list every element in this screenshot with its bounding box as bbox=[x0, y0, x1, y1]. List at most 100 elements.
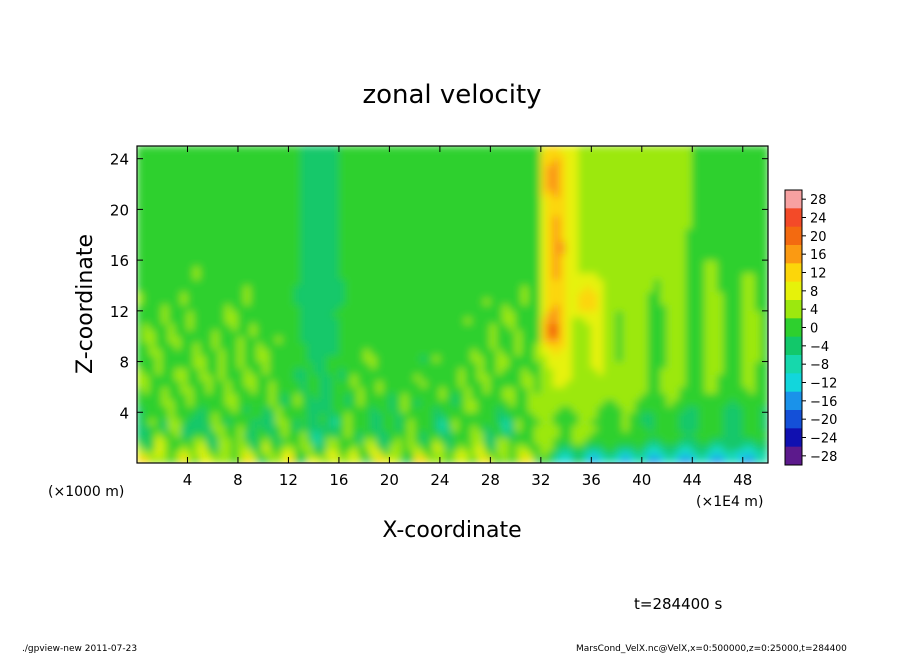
heatmap-cell bbox=[319, 146, 327, 153]
heatmap-cell bbox=[199, 373, 207, 382]
heatmap-cell bbox=[489, 329, 498, 337]
heatmap-cell bbox=[458, 284, 466, 293]
heatmap-cell bbox=[420, 291, 428, 299]
heatmap-cell bbox=[622, 405, 630, 413]
heatmap-cell bbox=[584, 310, 592, 318]
heatmap-cell bbox=[540, 240, 548, 248]
heatmap-cell bbox=[571, 304, 580, 312]
heatmap-cell bbox=[388, 272, 397, 280]
heatmap-cell bbox=[142, 297, 151, 305]
heatmap-cell bbox=[597, 259, 605, 267]
heatmap-cell bbox=[243, 158, 252, 166]
heatmap-cell bbox=[679, 170, 687, 179]
heatmap-cell bbox=[275, 202, 283, 210]
heatmap-cell bbox=[679, 323, 687, 331]
heatmap-cell bbox=[483, 297, 491, 305]
heatmap-cell bbox=[414, 316, 422, 325]
heatmap-cell bbox=[420, 449, 428, 458]
heatmap-cell bbox=[445, 367, 453, 375]
heatmap-cell bbox=[647, 373, 655, 382]
heatmap-cell bbox=[717, 265, 725, 274]
heatmap-cell bbox=[647, 221, 655, 229]
heatmap-cell bbox=[281, 146, 289, 153]
heatmap-cell bbox=[540, 278, 548, 286]
heatmap-cell bbox=[168, 399, 176, 407]
heatmap-cell bbox=[262, 361, 271, 369]
heatmap-cell bbox=[256, 354, 264, 363]
heatmap-cell bbox=[729, 443, 737, 451]
heatmap-cell bbox=[540, 399, 548, 407]
heatmap-cell bbox=[571, 291, 580, 299]
heatmap-cell bbox=[262, 227, 271, 236]
heatmap-cells bbox=[137, 146, 768, 463]
heatmap-cell bbox=[565, 183, 573, 191]
heatmap-cell bbox=[496, 373, 504, 382]
heatmap-cell bbox=[483, 183, 491, 191]
heatmap-cell bbox=[357, 146, 365, 153]
heatmap-cell bbox=[729, 449, 737, 458]
heatmap-cell bbox=[231, 265, 239, 274]
heatmap-cell bbox=[149, 348, 157, 356]
heatmap-cell bbox=[281, 234, 289, 242]
heatmap-cell bbox=[168, 405, 176, 413]
heatmap-cell bbox=[616, 208, 624, 217]
heatmap-cell bbox=[224, 164, 233, 172]
heatmap-cell bbox=[344, 215, 353, 223]
heatmap-cell bbox=[369, 227, 378, 236]
heatmap-cell bbox=[464, 253, 472, 261]
heatmap-cell bbox=[546, 373, 554, 382]
chart-title: zonal velocity bbox=[362, 80, 541, 110]
heatmap-cell bbox=[168, 272, 176, 280]
heatmap-cell bbox=[647, 208, 655, 217]
heatmap-cell bbox=[357, 304, 365, 312]
heatmap-cell bbox=[534, 418, 542, 426]
heatmap-cell bbox=[212, 310, 220, 318]
heatmap-cell bbox=[634, 304, 643, 312]
heatmap-cell bbox=[723, 146, 731, 153]
heatmap-cell bbox=[256, 430, 264, 439]
heatmap-cell bbox=[231, 253, 239, 261]
heatmap-cell bbox=[452, 272, 460, 280]
heatmap-cell bbox=[609, 348, 618, 356]
heatmap-cell bbox=[420, 284, 428, 293]
heatmap-cell bbox=[439, 443, 447, 451]
heatmap-cell bbox=[464, 304, 472, 312]
heatmap-cell bbox=[502, 335, 510, 344]
heatmap-cell bbox=[584, 405, 592, 413]
heatmap-cell bbox=[275, 189, 283, 198]
heatmap-cell bbox=[224, 354, 233, 363]
heatmap-cell bbox=[319, 246, 327, 255]
heatmap-cell bbox=[470, 183, 479, 191]
heatmap-cell bbox=[174, 202, 182, 210]
heatmap-cell bbox=[231, 240, 239, 248]
heatmap-cell bbox=[559, 373, 567, 382]
heatmap-cell bbox=[382, 329, 390, 337]
heatmap-cell bbox=[515, 265, 523, 274]
heatmap-cell bbox=[634, 215, 643, 223]
heatmap-cell bbox=[698, 342, 706, 350]
heatmap-cell bbox=[382, 443, 390, 451]
heatmap-cell bbox=[344, 158, 353, 166]
heatmap-cell bbox=[224, 367, 233, 375]
heatmap-cell bbox=[325, 373, 334, 382]
heatmap-cell bbox=[199, 443, 207, 451]
heatmap-cell bbox=[161, 386, 170, 394]
heatmap-cell bbox=[338, 399, 346, 407]
heatmap-cell bbox=[363, 354, 371, 363]
heatmap-cell bbox=[508, 272, 517, 280]
heatmap-cell bbox=[388, 335, 397, 344]
heatmap-cell bbox=[464, 146, 472, 153]
heatmap-cell bbox=[205, 196, 214, 204]
heatmap-cell bbox=[256, 449, 264, 458]
heatmap-cell bbox=[559, 253, 567, 261]
heatmap-cell bbox=[534, 437, 542, 445]
heatmap-cell bbox=[502, 265, 510, 274]
heatmap-cell bbox=[401, 278, 409, 286]
heatmap-cell bbox=[691, 443, 700, 451]
heatmap-cell bbox=[445, 386, 453, 394]
heatmap-cell bbox=[653, 367, 662, 375]
heatmap-cell bbox=[224, 373, 233, 382]
heatmap-cell bbox=[616, 284, 624, 293]
heatmap-cell bbox=[534, 196, 542, 204]
heatmap-cell bbox=[508, 399, 517, 407]
